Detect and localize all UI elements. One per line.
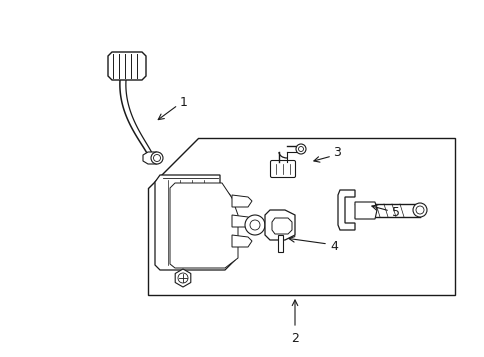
- Circle shape: [151, 152, 163, 164]
- Circle shape: [412, 203, 426, 217]
- Circle shape: [178, 273, 188, 283]
- Text: 1: 1: [180, 96, 187, 109]
- Text: 2: 2: [290, 332, 298, 345]
- Polygon shape: [231, 235, 252, 247]
- Polygon shape: [143, 152, 157, 164]
- Polygon shape: [272, 218, 291, 234]
- Polygon shape: [148, 138, 454, 295]
- Polygon shape: [170, 183, 238, 268]
- Polygon shape: [337, 190, 354, 230]
- Polygon shape: [155, 175, 235, 270]
- Polygon shape: [354, 202, 376, 219]
- Text: 5: 5: [391, 206, 399, 220]
- Circle shape: [244, 215, 264, 235]
- Polygon shape: [231, 215, 252, 227]
- Polygon shape: [277, 235, 283, 252]
- Circle shape: [415, 206, 423, 214]
- Text: 3: 3: [333, 146, 340, 160]
- Text: 4: 4: [329, 240, 337, 252]
- Polygon shape: [175, 269, 190, 287]
- Circle shape: [249, 220, 259, 230]
- Polygon shape: [264, 210, 294, 240]
- Polygon shape: [231, 195, 252, 207]
- FancyBboxPatch shape: [270, 161, 295, 177]
- Circle shape: [298, 146, 303, 151]
- Circle shape: [295, 144, 305, 154]
- Circle shape: [153, 155, 160, 161]
- Polygon shape: [108, 52, 146, 80]
